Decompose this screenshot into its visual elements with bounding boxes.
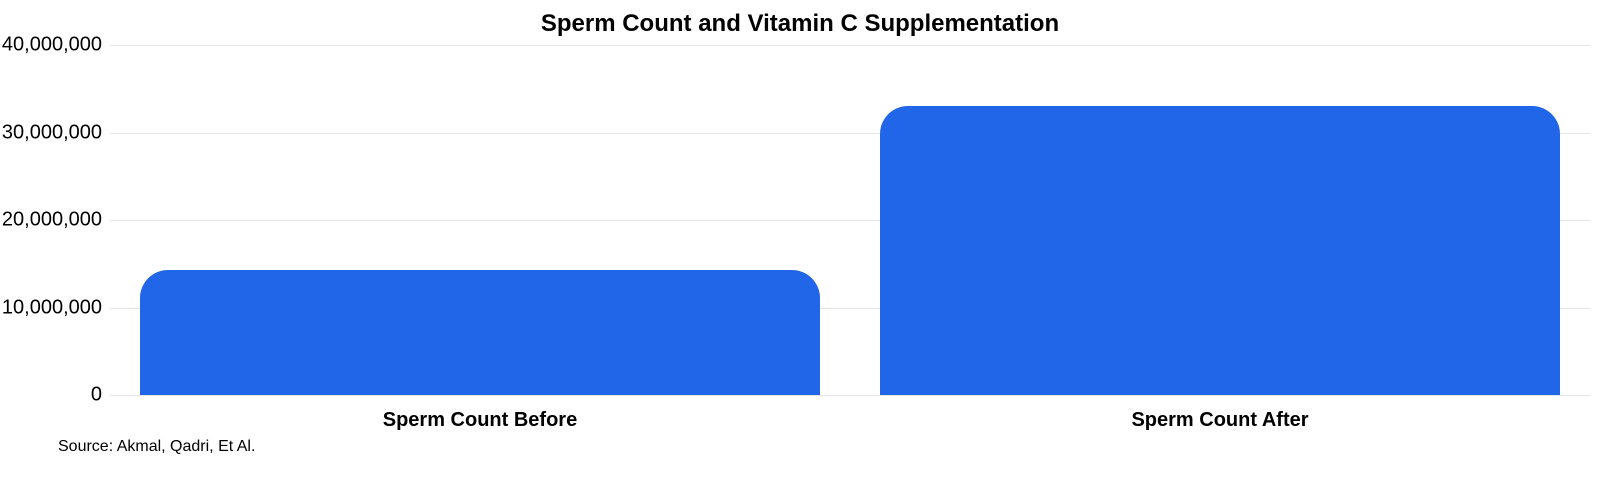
bar: Sperm Count After xyxy=(880,106,1561,395)
bar: Sperm Count Before xyxy=(140,270,821,395)
bars-container: Sperm Count Before Sperm Count After xyxy=(110,45,1590,395)
x-category-label: Sperm Count Before xyxy=(140,395,821,432)
x-category-label: Sperm Count After xyxy=(880,395,1561,432)
bar-shape xyxy=(880,106,1561,395)
y-tick-label: 30,000,000 xyxy=(2,121,110,144)
chart-title: Sperm Count and Vitamin C Supplementatio… xyxy=(0,10,1600,38)
sperm-count-chart: Sperm Count and Vitamin C Supplementatio… xyxy=(0,0,1600,500)
y-tick-label: 10,000,000 xyxy=(2,296,110,319)
plot-area: Sperm Count BeforeSperm Count After 010,… xyxy=(110,45,1590,395)
bar-shape xyxy=(140,270,821,395)
y-tick-label: 20,000,000 xyxy=(2,209,110,232)
y-tick-label: 0 xyxy=(91,384,110,407)
source-citation: Source: Akmal, Qadri, Et Al. xyxy=(58,438,255,456)
y-tick-label: 40,000,000 xyxy=(2,34,110,57)
